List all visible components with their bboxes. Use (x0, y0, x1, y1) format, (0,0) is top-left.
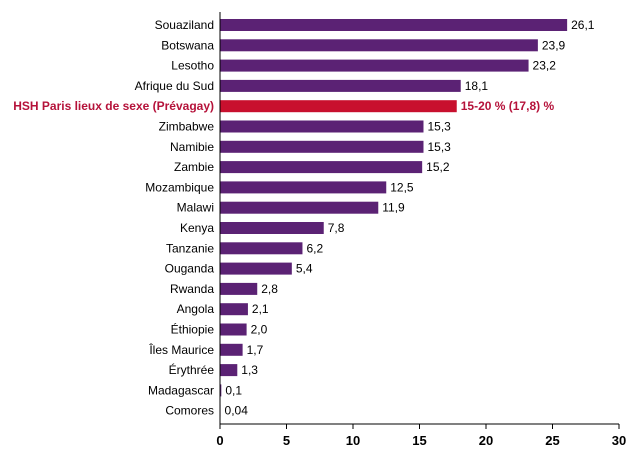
bar (220, 343, 243, 356)
category-label: Souaziland (155, 18, 214, 32)
bar (220, 120, 424, 133)
category-label: Mozambique (145, 180, 214, 194)
value-label: 11,9 (382, 201, 405, 215)
value-label: 7,8 (328, 221, 345, 235)
value-label: 15,3 (427, 140, 451, 154)
value-label: 23,9 (542, 38, 566, 52)
x-tick-label: 15 (412, 433, 426, 448)
bar (220, 384, 222, 397)
x-tick-label: 5 (283, 433, 290, 448)
value-label: 1,7 (247, 343, 264, 357)
bar (220, 161, 423, 174)
value-label: 12,5 (390, 180, 414, 194)
bar (220, 140, 424, 153)
value-label: 23,2 (533, 59, 557, 73)
category-label: Angola (177, 302, 215, 316)
value-label: 0,1 (225, 383, 242, 397)
value-label: 15,3 (427, 120, 451, 134)
x-axis: 0 5 10 15 20 25 30 (216, 12, 626, 448)
x-tick-label: 30 (612, 433, 626, 448)
bar (220, 19, 568, 31)
category-label: Zimbabwe (159, 120, 215, 134)
category-label: Comores (165, 404, 214, 418)
category-label: Madagascar (148, 383, 214, 397)
bar (220, 303, 248, 316)
category-label: Zambie (174, 160, 214, 174)
value-label: 1,3 (241, 363, 258, 377)
bar (220, 79, 461, 92)
bar (220, 242, 303, 255)
value-labels: 26,1 23,9 23,2 18,1 15-20 % (17,8) % 15,3 15,3… (225, 18, 595, 418)
bar (220, 201, 379, 214)
category-labels: Souaziland Botswana Lesotho Afrique du Sud H… (13, 18, 214, 418)
bar (220, 282, 258, 295)
x-tick-label: 0 (216, 433, 223, 448)
x-tick-label: 25 (545, 433, 559, 448)
bar (220, 39, 538, 52)
highlight-value-label: 15-20 % (17,8) % (461, 99, 555, 113)
bar (220, 59, 529, 72)
highlight-category-label: HSH Paris lieux de sexe (Prévagay) (13, 99, 214, 113)
bar (220, 323, 247, 336)
bars-layer (220, 19, 568, 417)
value-label: 2,0 (251, 323, 268, 337)
category-label: Kenya (180, 221, 214, 235)
bar (220, 262, 292, 275)
category-label: Rwanda (170, 282, 214, 296)
value-label: 0,04 (225, 404, 249, 418)
category-label: Malawi (177, 201, 214, 215)
bar (220, 364, 238, 377)
value-label: 5,4 (296, 262, 313, 276)
category-label: Lesotho (171, 59, 214, 73)
value-label: 2,1 (252, 302, 269, 316)
category-label: Éthiopie (171, 322, 215, 337)
x-tick-label: 20 (479, 433, 493, 448)
category-label: Îles Maurice (148, 342, 214, 357)
category-label: Namibie (170, 140, 214, 154)
x-tick-label: 10 (346, 433, 360, 448)
bar (220, 181, 387, 194)
value-label: 15,2 (426, 160, 450, 174)
category-label: Afrique du Sud (135, 79, 214, 93)
category-label: Botswana (161, 38, 214, 52)
highlight-bar (220, 100, 457, 113)
value-label: 6,2 (306, 241, 323, 255)
value-label: 2,8 (261, 282, 278, 296)
category-label: Érythrée (169, 362, 215, 377)
category-label: Ouganda (165, 262, 215, 276)
category-label: Tanzanie (166, 241, 214, 255)
bar (220, 222, 324, 234)
value-label: 26,1 (571, 18, 595, 32)
value-label: 18,1 (465, 79, 489, 93)
